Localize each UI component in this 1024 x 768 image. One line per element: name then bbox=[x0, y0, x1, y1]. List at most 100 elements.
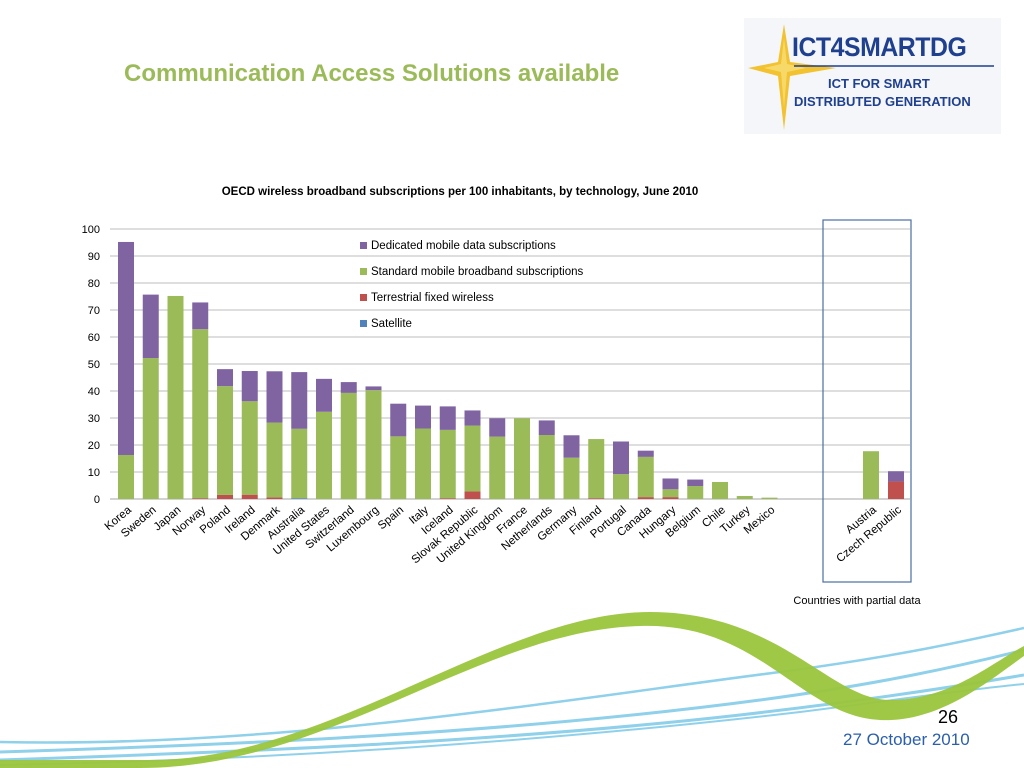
bar-segment bbox=[118, 454, 134, 499]
bar-segment bbox=[118, 241, 134, 455]
bar-segment bbox=[217, 494, 233, 499]
bar-segment bbox=[538, 435, 555, 499]
bar-segment bbox=[888, 471, 904, 482]
y-tick-label: 70 bbox=[88, 305, 100, 317]
star-icon bbox=[748, 24, 994, 130]
bar-segment bbox=[514, 418, 530, 499]
bar-segment bbox=[563, 435, 580, 458]
bar-segment bbox=[588, 439, 605, 499]
bar-segment bbox=[662, 478, 679, 490]
y-tick-label: 30 bbox=[88, 413, 100, 425]
bar-segment bbox=[266, 422, 283, 498]
x-axis: KoreaSwedenJapanNorwayPolandIrelandDenma… bbox=[103, 504, 904, 567]
bar-segment bbox=[687, 486, 704, 499]
bar-segment bbox=[241, 494, 258, 499]
bar-segment bbox=[340, 392, 357, 499]
bar-segment bbox=[192, 302, 209, 330]
slide-date: 27 October 2010 bbox=[843, 730, 970, 749]
legend-label: Terrestrial fixed wireless bbox=[371, 292, 494, 304]
bar-segment bbox=[489, 418, 506, 437]
bar-segment bbox=[266, 371, 283, 423]
bar-segment bbox=[761, 497, 778, 499]
legend-swatch bbox=[360, 320, 367, 327]
bar-segment bbox=[863, 451, 879, 499]
bar-segment bbox=[316, 378, 332, 412]
bar-segment bbox=[365, 386, 382, 391]
bar-segment bbox=[613, 474, 629, 499]
bar-segment bbox=[464, 410, 481, 426]
bar-segment bbox=[142, 294, 159, 359]
bar-segment bbox=[291, 428, 308, 499]
legend-label: Satellite bbox=[371, 318, 412, 330]
y-tick-label: 80 bbox=[88, 278, 100, 290]
y-tick-label: 100 bbox=[82, 224, 100, 236]
logo-subtitle: ICT FOR SMART bbox=[828, 76, 930, 91]
legend-swatch bbox=[360, 294, 367, 301]
bar-segment bbox=[192, 329, 209, 499]
y-tick-label: 40 bbox=[88, 386, 100, 398]
y-tick-label: 20 bbox=[88, 440, 100, 452]
partial-data-box bbox=[822, 219, 912, 583]
bar-segment bbox=[439, 498, 456, 499]
partial-data-annotation: Countries with partial data bbox=[793, 595, 921, 607]
bar-segment bbox=[167, 295, 184, 499]
bar-segment bbox=[736, 496, 753, 499]
bar-segment bbox=[316, 411, 332, 499]
bar-segment bbox=[613, 441, 629, 475]
bar-segment bbox=[712, 481, 728, 499]
bar-segment bbox=[241, 371, 258, 402]
bar-segment bbox=[588, 498, 605, 499]
bar-segment bbox=[439, 429, 456, 499]
bars bbox=[118, 241, 904, 499]
bar-segment bbox=[464, 425, 481, 492]
bar-segment bbox=[291, 372, 308, 429]
y-tick-label: 50 bbox=[88, 359, 100, 371]
logo: ICT4SMARTDG ICT FOR SMART DISTRIBUTED GE… bbox=[744, 18, 1001, 134]
bar-segment bbox=[415, 405, 431, 429]
bar-segment bbox=[662, 497, 679, 499]
bar-segment bbox=[241, 401, 258, 495]
y-tick-label: 90 bbox=[88, 251, 100, 263]
bar-segment bbox=[365, 390, 382, 499]
bar-segment bbox=[439, 406, 456, 430]
bar-segment bbox=[687, 479, 704, 487]
y-tick-label: 10 bbox=[88, 467, 100, 479]
slide-title: Communication Access Solutions available bbox=[124, 60, 620, 87]
bar-segment bbox=[637, 456, 654, 498]
legend-label: Standard mobile broadband subscriptions bbox=[371, 266, 583, 278]
bar-segment bbox=[888, 481, 904, 499]
bar-segment bbox=[142, 358, 159, 499]
wave-line bbox=[0, 673, 1024, 762]
bar-segment bbox=[415, 428, 431, 499]
bar-segment bbox=[390, 436, 407, 499]
y-axis: 0 10 20 30 40 50 60 70 80 90 100 bbox=[82, 224, 100, 506]
wave-line bbox=[0, 648, 1024, 754]
bar-segment bbox=[489, 436, 506, 499]
chart-title: OECD wireless broadband subscriptions pe… bbox=[222, 186, 699, 198]
page-number: 26 bbox=[938, 707, 959, 727]
logo-subtitle: DISTRIBUTED GENERATION bbox=[794, 94, 971, 109]
legend-swatch bbox=[360, 242, 367, 249]
legend: Dedicated mobile data subscriptions Stand… bbox=[360, 240, 583, 330]
y-tick-label: 60 bbox=[88, 332, 100, 344]
bar-segment bbox=[192, 498, 209, 499]
legend-label: Dedicated mobile data subscriptions bbox=[371, 240, 556, 252]
logo-title: ICT4SMARTDG bbox=[792, 32, 967, 62]
bar-segment bbox=[217, 369, 233, 387]
bar-segment bbox=[340, 382, 357, 393]
bar-segment bbox=[390, 403, 407, 437]
bar-segment bbox=[217, 386, 233, 495]
legend-swatch bbox=[360, 268, 367, 275]
x-tick-label: Spain bbox=[376, 504, 406, 532]
bar-segment bbox=[637, 450, 654, 457]
bar-segment bbox=[662, 489, 679, 498]
bar-segment bbox=[563, 457, 580, 499]
bar-segment bbox=[291, 498, 308, 499]
bar-segment bbox=[538, 420, 555, 436]
y-tick-label: 0 bbox=[94, 494, 100, 506]
bar-segment bbox=[464, 491, 481, 499]
wave-swoosh bbox=[0, 612, 1024, 768]
bar-segment bbox=[266, 497, 283, 499]
